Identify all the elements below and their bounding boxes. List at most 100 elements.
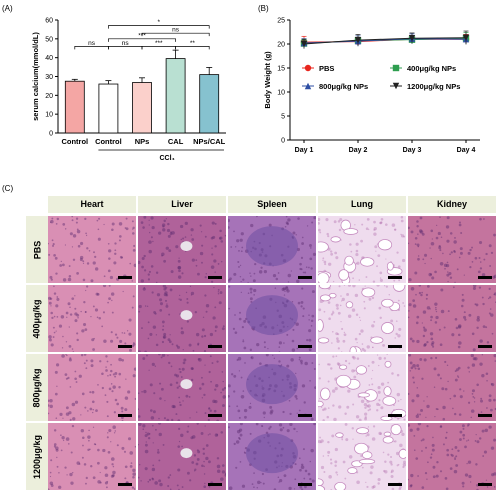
scale-bar	[208, 414, 222, 417]
y-tick-label: 0	[49, 131, 53, 138]
scale-bar	[208, 345, 222, 348]
legend-marker-2	[304, 82, 312, 90]
histology-grid: Heart Liver Spleen Lung Kidney PBS 400μg/kg 800…	[26, 196, 500, 490]
significance-label-1: ns	[122, 40, 130, 47]
histology-image-tile	[48, 285, 136, 352]
histology-image-tile	[228, 423, 316, 490]
scale-bar	[208, 276, 222, 279]
y-tick-label: 10	[277, 90, 285, 97]
histology-image-tile	[318, 285, 406, 352]
histology-row-text: PBS	[31, 240, 42, 259]
histology-column-header: Spleen	[228, 196, 316, 213]
legend-label-2: 800μg/kg NPs	[319, 82, 368, 91]
legend-marker-1	[392, 64, 400, 72]
data-point	[354, 36, 362, 44]
x-tick-label-0: Control	[61, 137, 88, 146]
histology-row-label: 800μg/kg	[26, 354, 48, 421]
bar-4	[199, 74, 220, 134]
data-point	[300, 40, 308, 48]
tissue-texture	[318, 423, 406, 490]
histology-image-tile	[138, 285, 226, 352]
scale-bar	[388, 345, 402, 348]
tissue-texture	[408, 285, 496, 352]
y-axis-title: Body Weight (g)	[263, 51, 272, 109]
bar-0	[64, 80, 85, 134]
tissue-texture	[228, 354, 316, 421]
body-weight-line-chart: 0 5 10 15 20 25 Body Weight (g) Day 1 Day 2 Day 3…	[263, 18, 480, 154]
significance-label-6: *	[158, 19, 161, 26]
series-line-3	[303, 37, 467, 45]
tissue-texture	[48, 216, 136, 283]
y-tick-label: 50	[45, 36, 53, 43]
legend-label-1: 400μg/kg NPs	[407, 64, 456, 73]
significance-label-3: ***	[155, 40, 163, 47]
x-tick-label-1: Day 2	[349, 147, 368, 154]
legend-label-3: 1200μg/kg NPs	[407, 82, 460, 91]
scale-bar	[118, 483, 132, 486]
histology-column-header: Heart	[48, 196, 136, 213]
histology-image-tile	[228, 285, 316, 352]
y-tick-label: 15	[277, 66, 285, 73]
significance-label-5: ns	[172, 27, 180, 34]
y-tick-label: 40	[45, 55, 53, 62]
significance-bracket-2	[108, 38, 176, 42]
x-tick-label-3: Day 4	[457, 147, 476, 154]
histology-column-header: Kidney	[408, 196, 496, 213]
histology-image-tile	[138, 423, 226, 490]
y-tick-label: 60	[45, 18, 53, 25]
histology-image-tile	[318, 423, 406, 490]
histology-image-tile	[408, 423, 496, 490]
y-tick-label: 20	[45, 93, 53, 100]
data-point	[462, 34, 470, 41]
histology-image-tile	[48, 354, 136, 421]
histology-row-label: 1200μg/kg	[26, 423, 48, 490]
significance-bracket-5	[141, 32, 210, 37]
significance-bracket-4	[175, 46, 210, 50]
scale-bar	[478, 276, 492, 279]
histology-column-header: Liver	[138, 196, 226, 213]
tissue-texture	[228, 423, 316, 490]
tissue-texture	[408, 354, 496, 421]
tissue-texture	[408, 216, 496, 283]
x-tick-label-4: NPs/CAL	[193, 137, 226, 146]
histology-image-tile	[138, 354, 226, 421]
x-tick-label-0: Day 1	[295, 147, 314, 154]
bar-2	[132, 82, 152, 134]
scale-bar	[298, 483, 312, 486]
y-tick-label: 25	[277, 18, 285, 25]
histology-image-tile	[48, 216, 136, 283]
tissue-texture	[48, 423, 136, 490]
scale-bar	[118, 276, 132, 279]
histology-image-tile	[408, 354, 496, 421]
group-label: CCl₄	[159, 155, 174, 162]
histology-row-text: 1200μg/kg	[32, 434, 42, 479]
histology-image-tile	[318, 354, 406, 421]
histology-image-tile	[228, 354, 316, 421]
y-tick-label: 30	[45, 74, 53, 81]
scale-bar	[478, 345, 492, 348]
histology-column-header: Lung	[318, 196, 406, 213]
histology-image-tile	[48, 423, 136, 490]
tissue-texture	[408, 423, 496, 490]
tissue-texture	[138, 423, 226, 490]
tissue-texture	[138, 285, 226, 352]
panel-a-label: (A)	[2, 4, 13, 13]
histology-image-tile	[408, 216, 496, 283]
tissue-texture	[48, 285, 136, 352]
tissue-texture	[138, 216, 226, 283]
x-tick-label-2: Day 3	[403, 147, 422, 154]
scale-bar	[388, 276, 402, 279]
scale-bar	[298, 276, 312, 279]
panel-c-label: (C)	[2, 184, 14, 193]
histology-image-tile	[318, 216, 406, 283]
tissue-texture	[318, 285, 406, 352]
histology-image-tile	[228, 216, 316, 283]
significance-label-4: **	[190, 40, 196, 47]
histology-image-tile	[408, 285, 496, 352]
tissue-texture	[228, 216, 316, 283]
y-tick-label: 10	[45, 112, 53, 119]
scale-bar	[478, 414, 492, 417]
bar-3	[165, 58, 186, 134]
data-point	[408, 35, 416, 42]
scale-bar	[388, 483, 402, 486]
